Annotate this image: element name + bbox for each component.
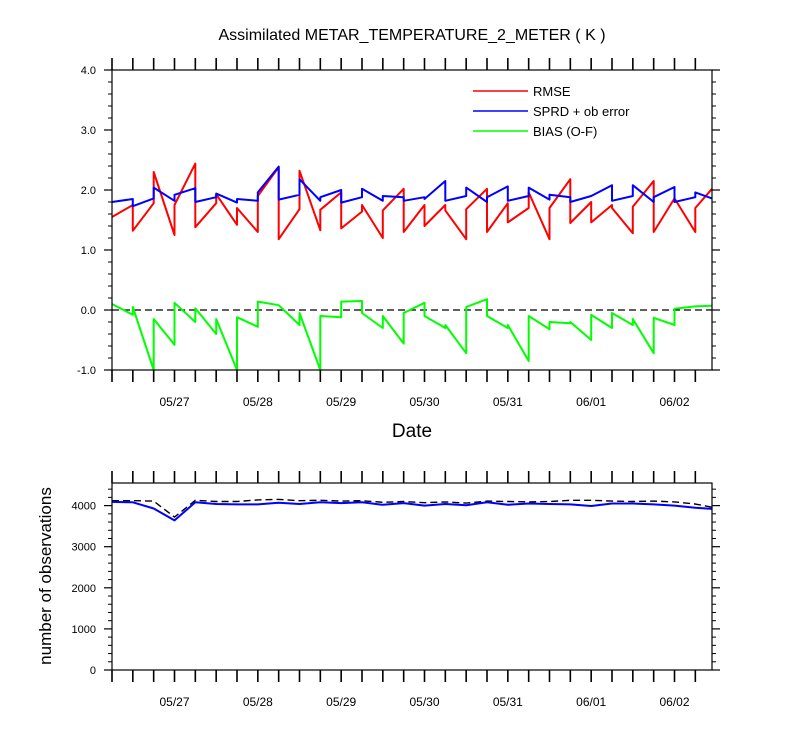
legend-label-rmse: RMSE	[533, 84, 571, 99]
top-series-layer	[111, 162, 713, 371]
x-axis-label: Date	[392, 421, 432, 442]
top-x-tick-label: 05/30	[409, 395, 439, 409]
legend-label-bias: BIAS (O-F)	[533, 124, 597, 139]
top-x-tick-label: 05/29	[326, 395, 356, 409]
bottom-x-tick-label: 06/02	[659, 695, 689, 709]
top-x-tick-label: 05/28	[243, 395, 273, 409]
bottom-y-tick-label: 3000	[72, 542, 96, 554]
top-x-tick-label: 05/27	[159, 395, 189, 409]
bottom-y-tick-label: 1000	[72, 624, 96, 636]
bottom-x-tick-label: 05/28	[243, 695, 273, 709]
top-x-tick-label: 06/02	[659, 395, 689, 409]
top-series-line-bias-o-f	[111, 298, 713, 371]
bottom-series-layer	[111, 498, 713, 522]
bottom-ticks-layer: 0 1000 2000 3000 4000 05/27 05/28 05/29 05/30 05/…	[72, 471, 720, 709]
y-axis-label-observations: number of observations	[36, 487, 55, 665]
bottom-x-tick-label: 05/29	[326, 695, 356, 709]
bottom-series-line-obs-possible	[112, 498, 713, 518]
top-y-tick-label: 1.0	[81, 245, 96, 257]
legend: RMSE SPRD + ob error BIAS (O-F)	[473, 84, 630, 139]
bottom-x-tick-label: 06/01	[576, 695, 606, 709]
top-y-tick-label: 0.0	[81, 305, 96, 317]
legend-label-sprd: SPRD + ob error	[533, 104, 630, 119]
top-x-tick-label: 06/01	[576, 395, 606, 409]
top-series-line-sprd-ob-error	[111, 165, 713, 208]
top-series-line-rmse	[111, 162, 713, 241]
bottom-plot-frame	[111, 482, 713, 671]
bottom-x-tick-label: 05/27	[159, 695, 189, 709]
top-plot-frame	[111, 69, 713, 371]
bottom-x-tick-label: 05/30	[409, 695, 439, 709]
bottom-x-tick-label: 05/31	[493, 695, 523, 709]
bottom-series-line-obs-assimilated	[111, 500, 713, 522]
top-y-tick-label: 2.0	[81, 185, 96, 197]
bottom-y-tick-label: 0	[90, 665, 96, 677]
top-y-tick-label: -1.0	[77, 365, 96, 377]
chart-title: Assimilated METAR_TEMPERATURE_2_METER ( …	[218, 27, 605, 44]
bottom-y-tick-label: 4000	[72, 501, 96, 513]
top-ticks-layer: -1.0 0.0 1.0 2.0 3.0 4.0 05/27 05/28 05/29 05/30 0…	[77, 58, 720, 409]
bottom-y-tick-label: 2000	[72, 583, 96, 595]
top-y-tick-label: 4.0	[81, 65, 96, 77]
top-y-tick-label: 3.0	[81, 125, 96, 137]
top-x-tick-label: 05/31	[493, 395, 523, 409]
